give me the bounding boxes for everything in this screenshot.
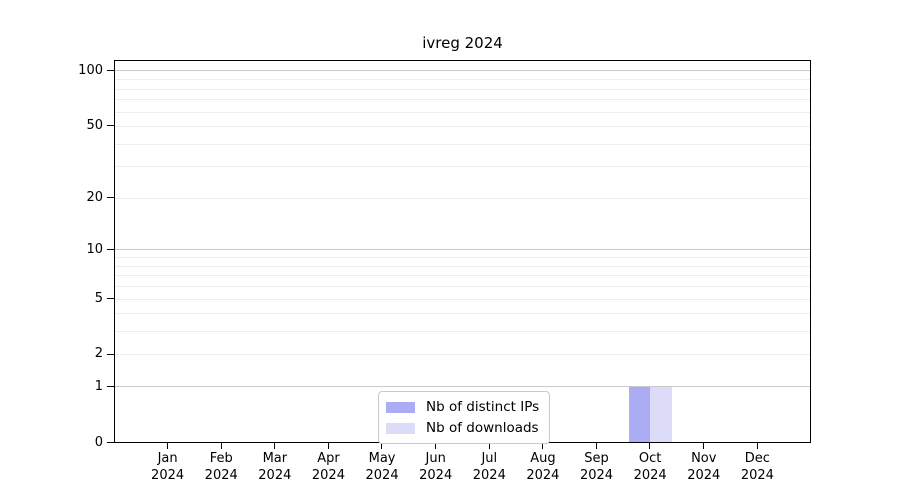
x-tick-label: Aug 2024 — [526, 451, 560, 483]
x-tick-label: May 2024 — [365, 451, 399, 483]
legend-swatch-downloads — [386, 422, 415, 434]
minor-gridline — [114, 111, 811, 113]
y-tick-mark — [107, 70, 114, 72]
x-tick-label: Jul 2024 — [472, 451, 506, 483]
x-tick-mark — [488, 443, 490, 449]
y-tick-mark — [107, 442, 114, 444]
legend-label-downloads: Nb of downloads — [426, 420, 539, 436]
minor-gridline — [114, 79, 811, 81]
major-gridline — [114, 70, 811, 72]
x-tick-mark — [274, 443, 276, 449]
legend-label-distinct-ips: Nb of distinct IPs — [426, 399, 540, 415]
x-tick-mark — [434, 443, 436, 449]
y-tick-label: 5 — [94, 290, 103, 306]
x-tick-label: Jan 2024 — [151, 451, 185, 483]
minor-gridline — [114, 166, 811, 168]
minor-gridline — [114, 88, 811, 90]
y-tick-mark — [107, 196, 114, 198]
minor-gridline — [114, 298, 811, 300]
x-tick-mark — [166, 443, 168, 449]
minor-gridline — [114, 265, 811, 267]
legend-item-distinct-ips: Nb of distinct IPs — [386, 399, 539, 415]
minor-gridline — [114, 257, 811, 259]
bar-oct-distinct-ips — [628, 387, 651, 443]
x-tick-mark — [542, 443, 544, 449]
legend: Nb of distinct IPs Nb of downloads — [378, 391, 551, 444]
x-tick-label: Dec 2024 — [740, 451, 774, 483]
x-tick-mark — [649, 443, 651, 449]
x-tick-mark — [703, 443, 705, 449]
bar-oct-downloads — [650, 387, 672, 443]
x-tick-label: Feb 2024 — [204, 451, 238, 483]
y-tick-label: 1 — [94, 379, 103, 395]
y-tick-label: 2 — [94, 346, 103, 362]
minor-gridline — [114, 99, 811, 101]
chart-title: ivreg 2024 — [422, 34, 503, 52]
x-tick-mark — [220, 443, 222, 449]
x-tick-label: Jun 2024 — [419, 451, 453, 483]
major-gridline — [114, 249, 811, 251]
x-tick-mark — [595, 443, 597, 449]
minor-gridline — [114, 143, 811, 145]
y-tick-mark — [107, 125, 114, 127]
y-tick-mark — [107, 353, 114, 355]
x-tick-mark — [327, 443, 329, 449]
minor-gridline — [114, 275, 811, 277]
x-tick-label: Mar 2024 — [258, 451, 292, 483]
minor-gridline — [114, 331, 811, 333]
x-tick-label: Oct 2024 — [633, 451, 667, 483]
minor-gridline — [114, 354, 811, 356]
x-tick-mark — [381, 443, 383, 449]
legend-item-downloads: Nb of downloads — [386, 420, 539, 436]
minor-gridline — [114, 286, 811, 288]
minor-gridline — [114, 126, 811, 128]
major-gridline — [114, 386, 811, 388]
x-tick-label: Nov 2024 — [687, 451, 721, 483]
y-tick-label: 50 — [86, 118, 103, 134]
y-tick-mark — [107, 386, 114, 388]
minor-gridline — [114, 197, 811, 199]
x-tick-label: Sep 2024 — [579, 451, 614, 483]
y-tick-label: 20 — [86, 189, 103, 205]
y-tick-mark — [107, 249, 114, 251]
x-tick-mark — [756, 443, 758, 449]
y-tick-mark — [107, 297, 114, 299]
legend-swatch-distinct-ips — [386, 401, 415, 413]
y-tick-label: 0 — [94, 435, 103, 450]
y-tick-label: 100 — [78, 63, 103, 78]
y-tick-label: 10 — [86, 241, 103, 257]
minor-gridline — [114, 313, 811, 315]
x-tick-label: Apr 2024 — [311, 451, 345, 483]
